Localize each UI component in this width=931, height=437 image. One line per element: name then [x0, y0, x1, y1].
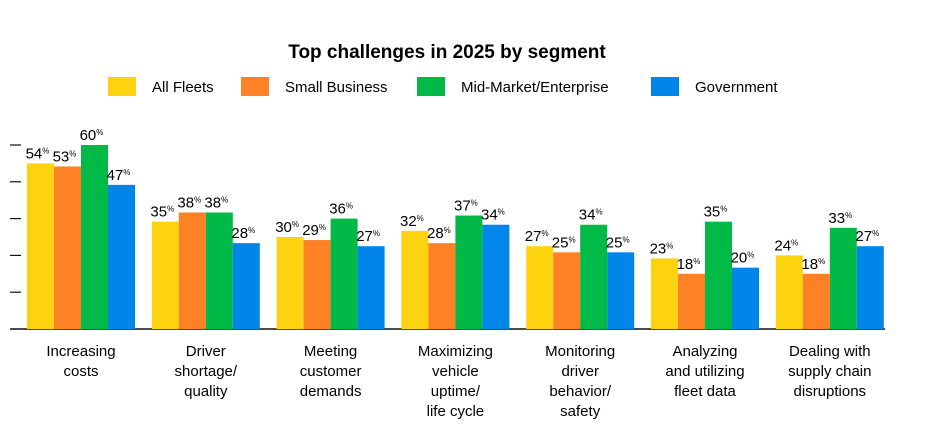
- category-label: safety: [560, 403, 601, 420]
- data-label: 28%: [427, 225, 451, 242]
- legend-label: Government: [695, 79, 778, 96]
- bars: 54% 53%60%47%35% 38% 38%28% 30% 29%36%27%32%2…: [26, 127, 884, 329]
- bar: [526, 246, 554, 329]
- data-label: 23%: [650, 240, 674, 257]
- legend-label: Mid-Market/Enterprise: [461, 79, 609, 96]
- category-label: uptime/: [431, 383, 481, 400]
- data-label: 18%: [801, 256, 825, 273]
- bar: [178, 212, 206, 329]
- bar: [553, 252, 581, 329]
- data-label: 37%: [454, 198, 478, 215]
- data-label: 35%: [704, 204, 728, 221]
- bar: [580, 224, 608, 329]
- bar: [607, 252, 635, 329]
- category-label: quality: [184, 383, 228, 400]
- bar: [732, 267, 759, 329]
- category-label: and utilizing: [665, 363, 744, 380]
- bar: [357, 246, 385, 329]
- data-label: 35%: [150, 204, 174, 221]
- bar: [856, 246, 884, 329]
- bar: [401, 230, 429, 329]
- legend: All Fleets Small Business Mid-Market/Enter…: [108, 77, 778, 96]
- data-label: 24%: [774, 237, 798, 254]
- category-labels: Increasing costs Driver shortage/quality Mee…: [46, 343, 871, 420]
- data-label: 30%: [275, 219, 299, 236]
- category-label: Increasing: [46, 343, 115, 360]
- chart-title: Top challenges in 2025 by segment: [288, 42, 606, 63]
- category-label: customer: [300, 363, 362, 380]
- category-label: driver: [561, 363, 599, 380]
- data-label: 53%: [53, 148, 77, 165]
- data-label: 47%: [107, 167, 131, 184]
- category-label: Analyzing: [672, 343, 737, 360]
- bar: [205, 212, 233, 329]
- data-label: 33%: [828, 210, 852, 227]
- legend-label: All Fleets: [152, 79, 214, 96]
- legend-label: Small Business: [285, 79, 388, 96]
- data-label: 27%: [525, 228, 549, 245]
- bar: [81, 145, 108, 329]
- bar: [232, 243, 260, 329]
- data-label: 29%: [302, 222, 326, 239]
- bar: [775, 255, 803, 329]
- data-label: 34%: [579, 207, 603, 224]
- legend-swatch: [241, 77, 269, 96]
- data-label: 32%: [400, 213, 424, 230]
- bar: [705, 221, 732, 329]
- bar: [428, 243, 456, 329]
- bar: [455, 215, 483, 329]
- bar: [651, 258, 678, 329]
- category-label: Maximizing: [418, 343, 493, 360]
- data-label: 38%: [204, 194, 228, 211]
- category-label: supply chain: [788, 363, 871, 380]
- data-label: 25%: [606, 234, 630, 251]
- legend-swatch: [417, 77, 445, 96]
- data-label: 54%: [26, 145, 50, 162]
- category-label: shortage/: [175, 363, 238, 380]
- data-label: 36%: [329, 201, 353, 218]
- bar: [802, 273, 830, 329]
- bar: [276, 237, 304, 329]
- category-label: Dealing with: [789, 343, 871, 360]
- category-label: demands: [300, 383, 362, 400]
- data-label: 27%: [356, 228, 380, 245]
- data-label: 34%: [481, 207, 505, 224]
- category-label: vehicle: [432, 363, 479, 380]
- bar: [108, 184, 135, 329]
- category-label: behavior/: [549, 383, 612, 400]
- data-label: 38%: [177, 194, 201, 211]
- bar: [678, 273, 705, 329]
- data-label: 25%: [552, 234, 576, 251]
- category-label: disruptions: [794, 383, 867, 400]
- category-label: Driver: [186, 343, 226, 360]
- data-label: 20%: [731, 250, 755, 267]
- legend-swatch: [108, 77, 136, 96]
- category-label: fleet data: [674, 383, 736, 400]
- bar: [482, 224, 510, 329]
- category-label: Monitoring: [545, 343, 615, 360]
- data-label: 27%: [855, 228, 879, 245]
- data-label: 28%: [231, 225, 255, 242]
- data-label: 18%: [677, 256, 701, 273]
- category-label: costs: [63, 363, 98, 380]
- bar: [54, 166, 81, 329]
- bar: [829, 227, 857, 329]
- bar: [27, 163, 54, 329]
- bar: [151, 221, 179, 329]
- category-label: Meeting: [304, 343, 357, 360]
- bar: [303, 240, 331, 329]
- bar: [330, 218, 358, 329]
- data-label: 60%: [80, 127, 104, 144]
- legend-swatch: [651, 77, 679, 96]
- category-label: life cycle: [427, 403, 485, 420]
